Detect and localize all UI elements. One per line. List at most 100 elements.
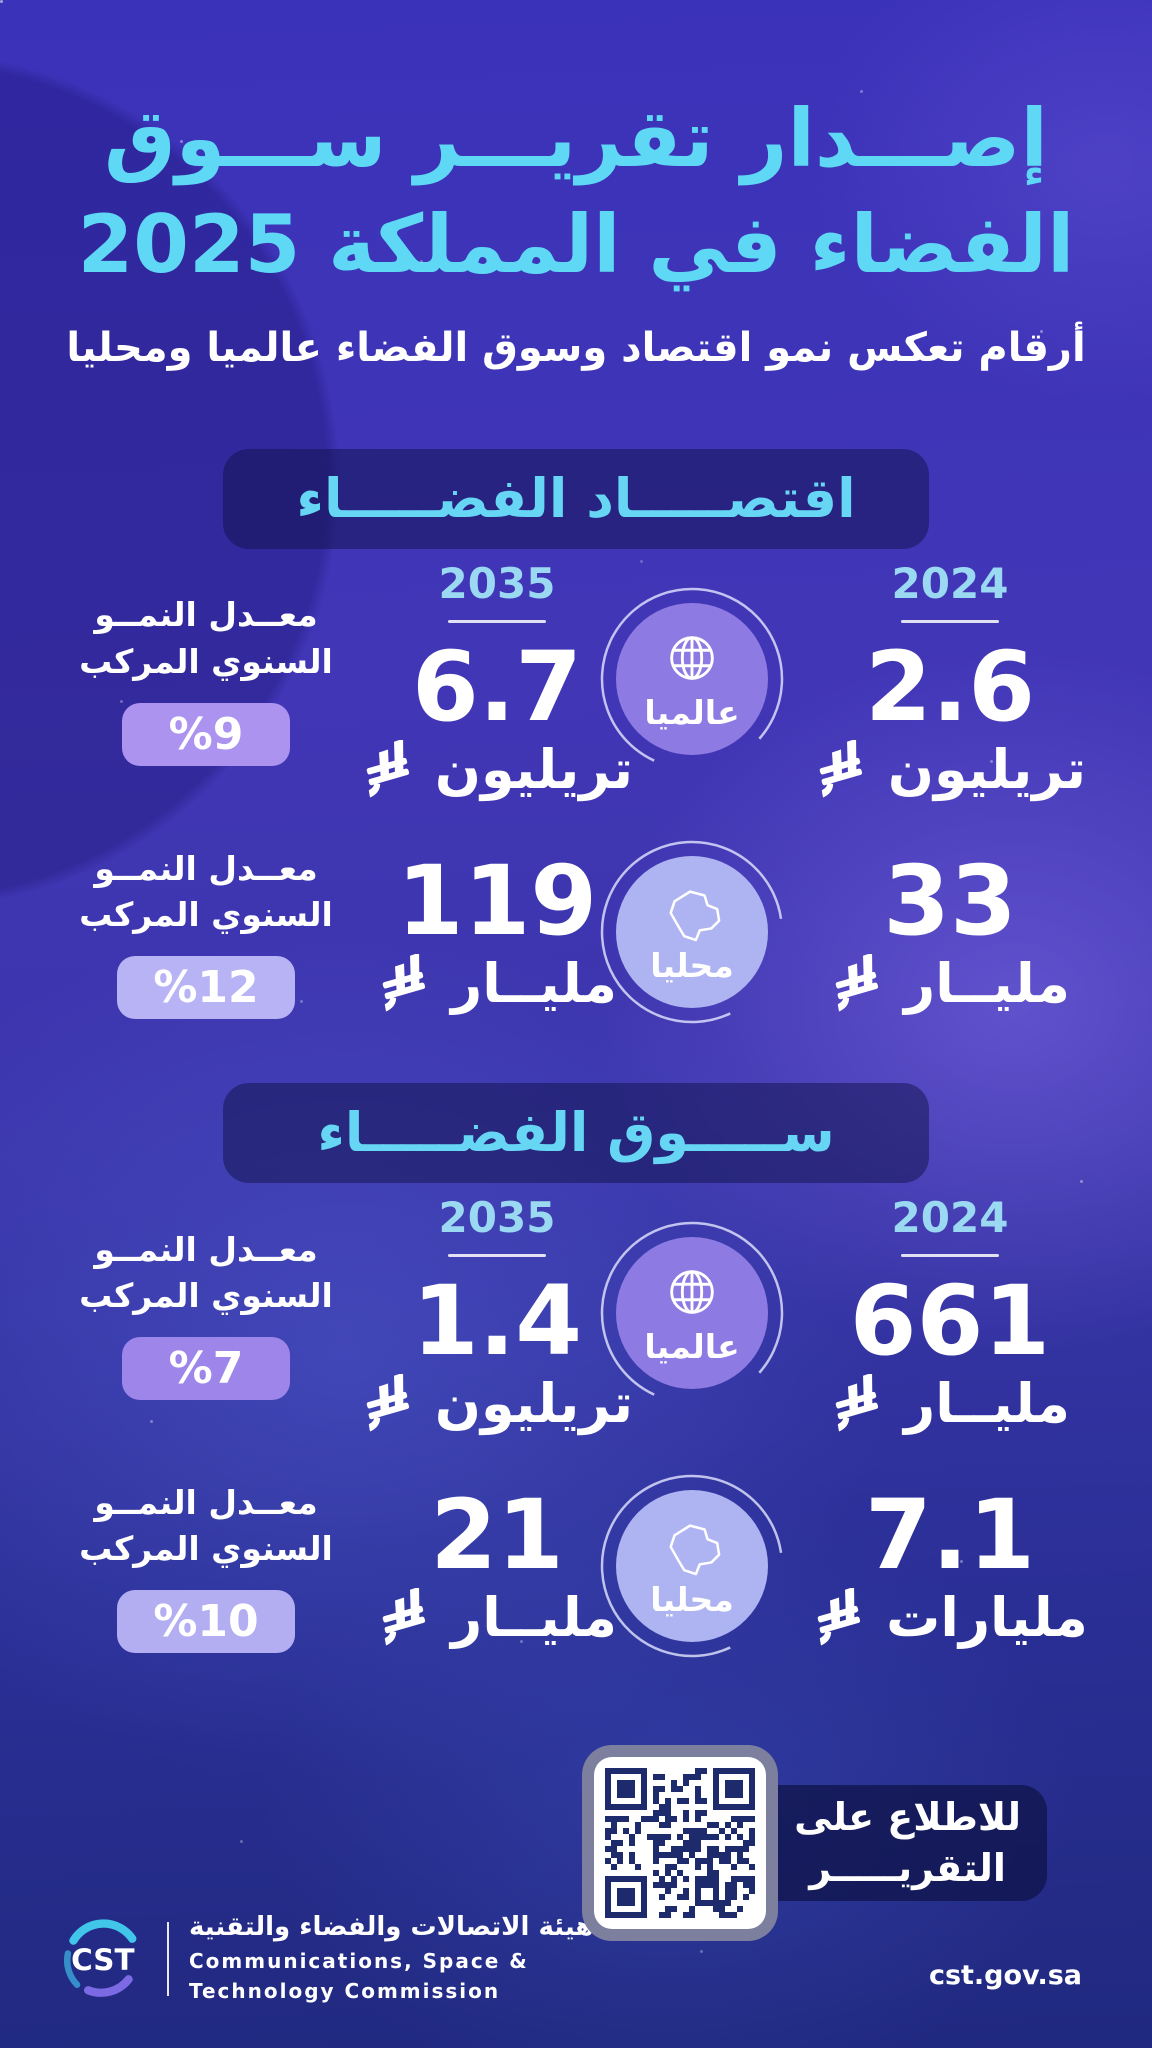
stat-unit-row: مليــار [337,1586,657,1650]
stat-unit-row: مليــار [337,952,657,1016]
footer-divider [167,1922,169,1996]
scope-cell: محليا [600,1475,807,1658]
unit-label: تريليون [434,1372,634,1436]
year-label-2024: 2024 [891,558,1009,608]
riyal-symbol-icon [366,1373,410,1432]
globe-icon [670,635,714,680]
growth-cell: معــدل النمــو السنوي المركب %10 [75,1480,337,1654]
stat-row-global: 2024 2.6 تريليون [0,559,1152,800]
riyal-symbol-icon [366,739,410,798]
qr-code [582,1745,779,1942]
value-2024-local: 33 مليــار [807,851,1117,1014]
cagr-badge: %7 [122,1337,290,1401]
cst-logo-block: CST هيئة الاتصالات والفضاء والتقنية Comm… [55,1912,593,2006]
scope-cell: عالميا [600,1222,807,1405]
stat-unit-row: تريليون [337,1372,657,1436]
value-2035-local: 21 مليــار [337,1485,657,1648]
stat-row-local: 7.1 مليارات [0,1475,1152,1658]
page-subtitle: أرقام تعكس نمو اقتصاد وسوق الفضاء عالميا… [66,324,1086,371]
riyal-symbol-icon [817,1587,861,1646]
stat-unit-row: تريليون [795,738,1105,802]
cagr-label: معــدل النمــو السنوي المركب [79,1229,333,1315]
scope-badge-local: محليا [616,1490,768,1643]
scope-label: عالميا [644,1326,740,1366]
stat-unit-row: مليــار [795,952,1105,1016]
qr-caption-line-2: التقريـــــر [809,1846,1006,1891]
riyal-symbol-icon [819,739,863,798]
scope-badge-local: محليا [616,856,768,1009]
section-title: اقتصـــــاد الفضـــــاء [296,467,856,531]
value-2024-global: 2024 2.6 تريليون [807,559,1117,800]
stat-value: 33 [883,844,1017,957]
cst-logo: CST [64,1919,137,1997]
scope-label: عالميا [644,692,740,732]
riyal-symbol-icon [382,953,426,1012]
unit-label: مليــار [451,952,617,1016]
title-line-1: إصـــدار تقريـــر ســـوق [104,92,1048,185]
stat-unit-row: مليارات [795,1586,1105,1650]
cst-logo-text: CST [71,1943,134,1977]
org-names: هيئة الاتصالات والفضاء والتقنية Communic… [189,1912,593,2006]
riyal-symbol-icon [382,1587,426,1646]
riyal-symbol-icon [835,953,879,1012]
scope-label: محليا [650,1579,734,1619]
value-2024-local: 7.1 مليارات [807,1485,1117,1648]
value-2035-global: 2035 6.7 تريليون [337,559,657,800]
scope-label: محليا [650,945,734,985]
riyal-symbol-icon [835,1373,879,1432]
year-underline [448,619,546,623]
qr-caption: للاطلاع على التقريـــــر [750,1785,1047,1902]
growth-cell: معــدل النمــو السنوي المركب %12 [75,846,337,1019]
cagr-label: معــدل النمــو السنوي المركب [79,848,333,934]
org-name-english: Communications, Space & Technology Commi… [189,1949,529,2003]
stat-value: 7.1 [864,1479,1036,1592]
section-header-space-market: ســـــوق الفضـــــاء [223,1082,929,1183]
globe-icon [670,1270,714,1314]
unit-label: مليــار [904,952,1070,1016]
year-underline [901,619,999,623]
space-economy-rows: 2024 2.6 تريليون [0,559,1152,1024]
growth-cell: معــدل النمــو السنوي المركب %7 [75,1227,337,1401]
space-market-rows: 2024 661 مليــار [0,1193,1152,1658]
stat-value: 1.4 [411,1264,583,1377]
stat-unit-row: تريليون [337,738,657,802]
year-label-2035: 2035 [438,1192,556,1242]
cagr-badge: %12 [117,955,295,1019]
stat-value: 6.7 [411,630,583,743]
qr-section: للاطلاع على التقريـــــر [0,1745,1152,1942]
year-label-2035: 2035 [438,558,556,608]
scope-badge-global: عالميا [616,603,768,756]
unit-label: مليارات [886,1586,1088,1650]
qr-caption-line-1: للاطلاع على [794,1794,1021,1839]
scope-cell: محليا [600,841,807,1024]
cagr-badge: %10 [117,1590,295,1654]
stat-value: 119 [396,844,598,957]
stat-value: 661 [849,1264,1051,1377]
unit-label: مليــار [451,1586,617,1650]
value-2024-global: 2024 661 مليــار [807,1193,1117,1434]
year-underline [448,1253,546,1257]
stat-value: 21 [430,1479,564,1592]
stat-value: 2.6 [864,630,1036,743]
section-header-space-economy: اقتصـــــاد الفضـــــاء [223,448,929,549]
value-2035-global: 2035 1.4 تريليون [337,1193,657,1434]
org-name-arabic: هيئة الاتصالات والفضاء والتقنية [189,1912,594,1942]
stat-row-local: 33 مليــار [0,841,1152,1024]
page-title: إصـــدار تقريـــر ســـوق الفضاء في الممل… [0,86,1152,299]
value-2035-local: 119 مليــار [337,851,657,1014]
cagr-label: معــدل النمــو السنوي المركب [79,1482,333,1568]
cagr-label: معــدل النمــو السنوي المركب [79,595,333,681]
growth-cell: معــدل النمــو السنوي المركب %9 [75,592,337,766]
title-line-2: الفضاء في المملكة 2025 [77,198,1075,292]
footer: CST هيئة الاتصالات والفضاء والتقنية Comm… [55,1912,1082,2006]
cagr-badge: %9 [122,702,290,766]
unit-label: تريليون [434,738,634,802]
stat-unit-row: مليــار [795,1373,1105,1434]
stat-row-global: 2024 661 مليــار [0,1193,1152,1434]
unit-label: تريليون [887,738,1087,802]
year-underline [901,1253,999,1257]
year-label-2024: 2024 [891,1192,1009,1242]
website-url: cst.gov.sa [928,1959,1082,1991]
scope-cell: عالميا [600,587,807,771]
